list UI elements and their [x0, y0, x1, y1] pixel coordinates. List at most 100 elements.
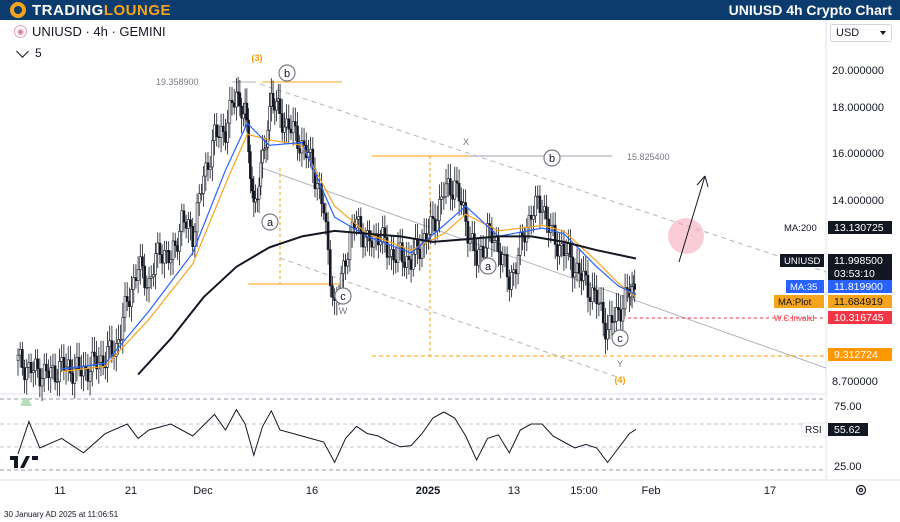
uniswap-icon: ◉	[14, 25, 27, 38]
candle-body	[309, 148, 312, 153]
rsi-line	[17, 408, 637, 464]
candle-body	[311, 148, 315, 170]
candle-body	[368, 230, 371, 242]
candle-body	[169, 259, 173, 264]
candle-body	[29, 362, 33, 374]
target-zone-circle	[668, 218, 704, 254]
candle-body	[569, 243, 572, 258]
candle-body	[455, 180, 459, 184]
wave-c-label-1: c	[340, 291, 346, 303]
candle-body	[232, 102, 236, 108]
x-tick-label-7: Feb	[642, 485, 661, 497]
candle-body	[444, 183, 448, 198]
candle-body	[623, 287, 627, 310]
maplot-price-tag-value: 11.684919	[834, 296, 883, 308]
candle-body	[582, 270, 585, 281]
caret-down-icon	[880, 31, 886, 35]
invalid-price-tag-value: 10.316745	[834, 312, 884, 324]
candle-body	[536, 195, 540, 198]
candle-body	[230, 100, 234, 104]
candle-body	[451, 194, 454, 200]
candle-body	[106, 346, 109, 368]
candle-body	[477, 249, 481, 266]
candle-body	[187, 219, 190, 229]
candle-body	[387, 256, 391, 258]
candle-body	[130, 289, 133, 307]
candle-body	[123, 296, 127, 318]
candle-body	[610, 315, 614, 323]
candle-body	[619, 309, 623, 322]
candle-body	[484, 247, 487, 258]
logo-text-lounge: LOUNGE	[103, 1, 171, 19]
peak-level-label: 19.358900	[156, 77, 199, 87]
maplot-price-tag-name-bg	[774, 295, 824, 308]
rsi-value: 55.62	[834, 424, 860, 436]
candle-body	[25, 367, 29, 380]
y-tick-label-2: 16.000000	[832, 148, 884, 160]
wave-a-label-2: a	[485, 261, 492, 273]
y-tick-label-4: 8.700000	[832, 376, 878, 388]
candle-body	[69, 359, 72, 374]
candle-body	[204, 162, 208, 177]
symbol-info[interactable]: ◉ UNIUSD · 4h · GEMINI	[14, 24, 166, 39]
logo-text-trading: TRADING	[32, 1, 104, 19]
candle-body	[575, 262, 579, 273]
candle-body	[560, 243, 564, 246]
candle-body	[429, 216, 433, 235]
candle-body	[633, 283, 636, 290]
last-price-tag-countdown: 03:53:10	[834, 268, 875, 280]
candle-body	[542, 206, 546, 212]
x-tick-label-4: 2025	[416, 485, 440, 497]
candle-body	[16, 354, 20, 361]
candle-body	[420, 243, 424, 259]
indicator-toggle[interactable]: 5	[16, 44, 42, 60]
candle-body	[51, 365, 55, 369]
candle-body	[264, 147, 268, 150]
candle-body	[564, 253, 568, 256]
candle-body	[208, 166, 212, 170]
candle-body	[359, 216, 363, 233]
candle-body	[128, 301, 131, 307]
candle-body	[138, 256, 142, 270]
candle-body	[165, 250, 168, 252]
candle-body	[42, 363, 46, 379]
candle-body	[601, 301, 605, 324]
candle-body	[625, 287, 629, 290]
currency-select[interactable]: USD	[830, 24, 892, 42]
candle-body	[501, 254, 505, 266]
candle-body	[163, 250, 166, 264]
candle-body	[93, 351, 96, 357]
candle-body	[53, 365, 57, 383]
wave-y-label: Y	[617, 359, 623, 369]
candle-body	[152, 274, 155, 278]
candle-body	[302, 140, 306, 146]
candle-body	[110, 340, 114, 356]
settings-gear-icon[interactable]	[855, 484, 867, 496]
candle-body	[176, 245, 179, 252]
candle-body	[47, 370, 50, 379]
candle-body	[275, 101, 278, 111]
candle-body	[409, 259, 413, 270]
candle-body	[104, 366, 107, 369]
wave-w-label: W	[339, 306, 348, 316]
candle-body	[586, 274, 590, 298]
ma200-line	[137, 229, 637, 376]
candle-body	[457, 182, 461, 202]
candle-body	[66, 359, 70, 368]
candle-body	[217, 136, 221, 138]
rsi-tick-75: 75.00	[834, 401, 862, 413]
candle-body	[280, 113, 284, 133]
candle-body	[271, 93, 275, 107]
target-price-tag-value-bg	[828, 348, 892, 361]
candle-body	[527, 214, 531, 228]
candle-body	[143, 265, 146, 289]
last-price-tag-value: 11.998500	[834, 255, 883, 267]
candle-body	[249, 151, 252, 179]
candle-body	[473, 233, 476, 252]
ma200-price-tag-name-bg	[780, 221, 824, 234]
candle-body	[556, 244, 559, 257]
candle-body	[403, 261, 406, 268]
candle-body	[401, 242, 404, 263]
candle-body	[464, 202, 467, 222]
